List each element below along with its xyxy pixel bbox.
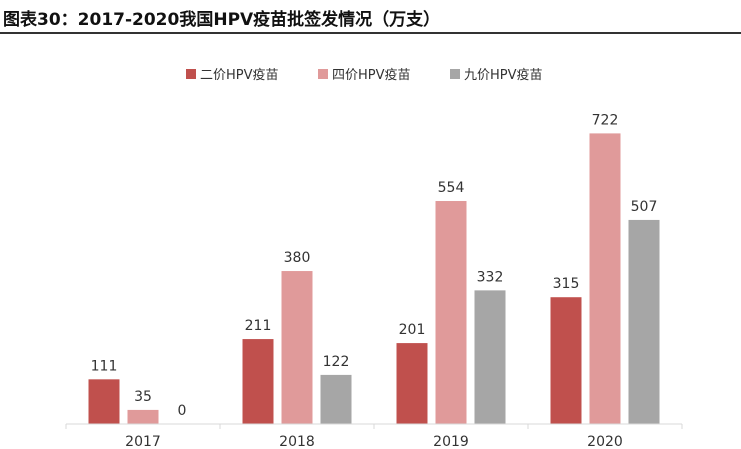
legend-swatch-1 (186, 69, 196, 79)
data-label-2018-series-3: 122 (323, 354, 350, 370)
data-label-2019-series-3: 332 (477, 269, 504, 285)
data-label-2019-series-2: 554 (438, 180, 465, 196)
legend-label-1: 二价HPV疫苗 (200, 67, 279, 83)
legend-label-3: 九价HPV疫苗 (464, 67, 543, 83)
data-label-2020-series-2: 722 (592, 112, 619, 128)
legend-swatch-3 (450, 69, 460, 79)
bar-2017-series-2 (127, 409, 159, 424)
x-tick-label-2018: 2018 (279, 434, 315, 449)
data-label-2020-series-1: 315 (553, 276, 580, 292)
bar-2017-series-1 (88, 379, 120, 424)
data-label-2017-series-1: 111 (91, 358, 118, 374)
bar-2019-series-3 (474, 290, 506, 424)
chart-title: 图表30：2017-2020我国HPV疫苗批签发情况（万支） (3, 10, 441, 30)
data-label-2020-series-3: 507 (631, 199, 658, 215)
bar-2018-series-1 (242, 339, 274, 424)
data-label-2019-series-1: 201 (399, 322, 426, 338)
data-label-2018-series-1: 211 (245, 318, 272, 334)
title-bar: 图表30：2017-2020我国HPV疫苗批签发情况（万支） (0, 0, 741, 34)
bar-2018-series-3 (320, 374, 352, 424)
x-tick-label-2019: 2019 (433, 434, 469, 449)
bar-2020-series-1 (550, 297, 582, 424)
bar-2020-series-2 (589, 133, 621, 424)
data-label-2017-series-2: 35 (134, 389, 152, 405)
x-tick-label-2017: 2017 (125, 434, 161, 449)
data-label-2018-series-2: 380 (284, 250, 311, 266)
data-label-2017-series-3: 0 (178, 403, 187, 419)
bar-2019-series-1 (396, 343, 428, 424)
bar-2019-series-2 (435, 201, 467, 424)
legend-swatch-2 (318, 69, 328, 79)
bar-2020-series-3 (628, 219, 660, 424)
bar-2018-series-2 (281, 271, 313, 424)
legend-label-2: 四价HPV疫苗 (332, 67, 411, 83)
x-tick-label-2020: 2020 (587, 434, 623, 449)
